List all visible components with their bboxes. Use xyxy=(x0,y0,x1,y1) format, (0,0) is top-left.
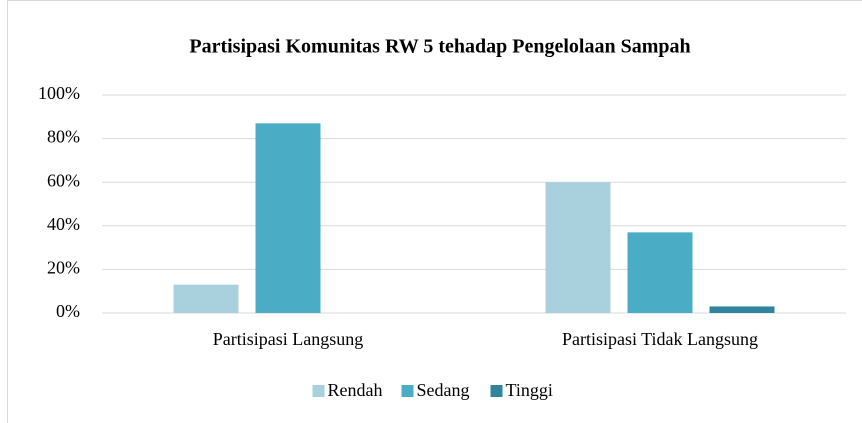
y-tick-label: 100% xyxy=(38,83,80,103)
legend-label: Sedang xyxy=(417,380,470,400)
bar xyxy=(255,123,321,313)
bar xyxy=(173,284,239,313)
chart-frame xyxy=(7,0,862,423)
legend-swatch xyxy=(312,385,325,397)
y-tick-label: 0% xyxy=(56,301,80,321)
legend-label: Rendah xyxy=(328,380,383,400)
y-tick-label: 60% xyxy=(47,170,80,190)
x-tick-label: Partisipasi Langsung xyxy=(213,329,364,349)
x-tick-label: Partisipasi Tidak Langsung xyxy=(562,329,758,349)
y-tick-label: 20% xyxy=(47,258,80,278)
chart-title: Partisipasi Komunitas RW 5 tehadap Penge… xyxy=(189,36,690,58)
legend-swatch xyxy=(401,385,414,397)
legend-label: Tinggi xyxy=(506,380,553,400)
y-tick-label: 40% xyxy=(47,214,80,234)
y-tick-label: 80% xyxy=(47,127,80,147)
bar xyxy=(709,306,775,313)
legend-swatch xyxy=(490,385,503,397)
bar xyxy=(627,232,693,313)
bar xyxy=(545,182,611,313)
